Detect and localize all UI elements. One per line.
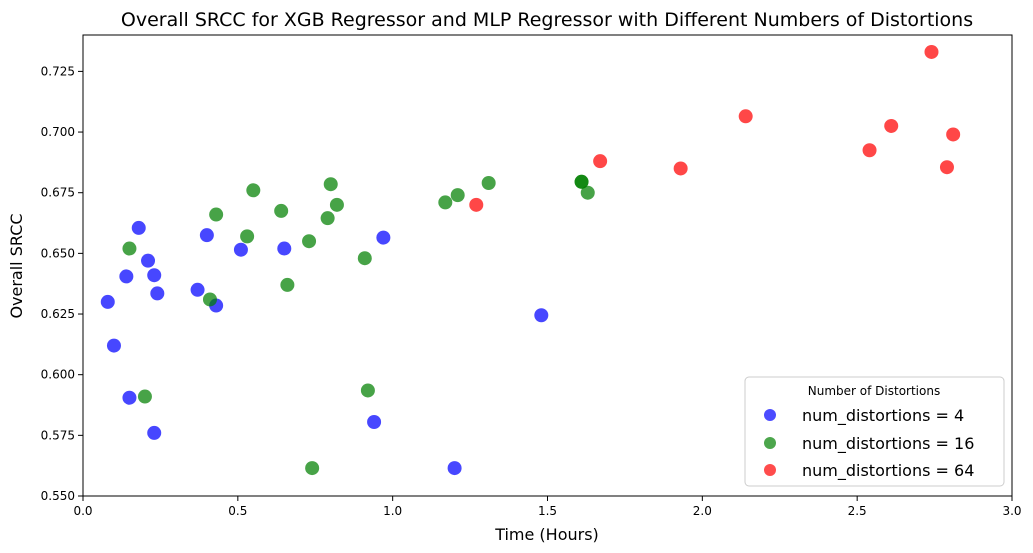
data-point <box>320 211 335 226</box>
data-point <box>233 242 248 257</box>
data-point <box>580 185 595 200</box>
legend-marker-series-0 <box>764 409 776 421</box>
data-point <box>119 269 134 284</box>
y-axis-label: Overall SRCC <box>7 213 26 318</box>
data-point <box>376 230 391 245</box>
data-point <box>574 174 589 189</box>
data-point <box>367 414 382 429</box>
y-tick-label: 0.650 <box>41 246 75 260</box>
x-tick-label: 2.0 <box>693 504 712 518</box>
data-point <box>447 461 462 476</box>
data-point <box>131 220 146 235</box>
data-point <box>209 207 224 222</box>
data-point <box>481 176 496 191</box>
y-tick-label: 0.625 <box>41 307 75 321</box>
data-point <box>738 109 753 124</box>
legend-label-series-0: num_distortions = 4 <box>802 406 964 426</box>
data-point <box>438 195 453 210</box>
data-point <box>946 127 961 142</box>
x-tick-label: 0.0 <box>73 504 92 518</box>
data-point <box>360 383 375 398</box>
legend-label-series-1: num_distortions = 16 <box>802 434 974 454</box>
x-tick-label: 1.0 <box>383 504 402 518</box>
x-tick-label: 1.5 <box>538 504 557 518</box>
data-point <box>122 241 137 256</box>
x-tick-label: 3.0 <box>1002 504 1021 518</box>
data-point <box>147 425 162 440</box>
legend-box <box>744 376 1005 487</box>
data-point <box>280 277 295 292</box>
legend-marker-series-2 <box>764 464 776 476</box>
data-point <box>673 161 688 176</box>
y-tick-label: 0.600 <box>41 368 75 382</box>
data-point <box>277 241 292 256</box>
data-point <box>147 268 162 283</box>
data-point <box>593 154 608 169</box>
y-tick-label: 0.675 <box>41 186 75 200</box>
data-point <box>305 461 320 476</box>
data-point <box>122 390 137 405</box>
y-tick-label: 0.725 <box>41 64 75 78</box>
chart-title: Overall SRCC for XGB Regressor and MLP R… <box>121 9 973 31</box>
data-point <box>199 228 214 243</box>
data-point <box>150 286 165 301</box>
series-1 <box>122 174 595 476</box>
x-axis-ticks: 0.0 0.5 1.0 1.5 2.0 2.5 3.0 <box>73 496 1022 518</box>
data-point <box>323 177 338 192</box>
data-point <box>202 292 217 307</box>
data-point <box>274 203 289 218</box>
data-point <box>357 251 372 266</box>
data-point <box>329 197 344 212</box>
data-point <box>884 118 899 133</box>
data-point <box>141 253 156 268</box>
data-point <box>137 389 152 404</box>
data-point <box>246 183 261 198</box>
x-axis-label: Time (Hours) <box>494 525 599 544</box>
y-tick-label: 0.700 <box>41 125 75 139</box>
data-point <box>240 229 255 244</box>
data-point <box>862 143 877 158</box>
legend-label-series-2: num_distortions = 64 <box>802 461 974 481</box>
data-point <box>469 197 484 212</box>
data-point <box>106 338 121 353</box>
legend-title: Number of Distortions <box>808 384 940 398</box>
data-point <box>450 188 465 203</box>
data-point <box>302 234 317 249</box>
data-point <box>939 160 954 175</box>
x-tick-label: 2.5 <box>848 504 867 518</box>
x-tick-label: 0.5 <box>228 504 247 518</box>
data-point <box>534 308 549 323</box>
data-point <box>190 282 205 297</box>
legend-marker-series-1 <box>764 437 776 449</box>
data-point <box>100 294 115 309</box>
data-point <box>924 44 939 59</box>
data-points <box>100 44 961 476</box>
y-tick-label: 0.575 <box>41 428 75 442</box>
series-0 <box>100 220 549 476</box>
y-tick-label: 0.550 <box>41 489 75 503</box>
series-2 <box>469 44 961 212</box>
y-axis-ticks: 0.550 0.575 0.600 0.625 0.650 0.675 0.700 0.725 <box>41 64 83 503</box>
legend: Number of Distortions num_distortions = … <box>744 376 1005 487</box>
